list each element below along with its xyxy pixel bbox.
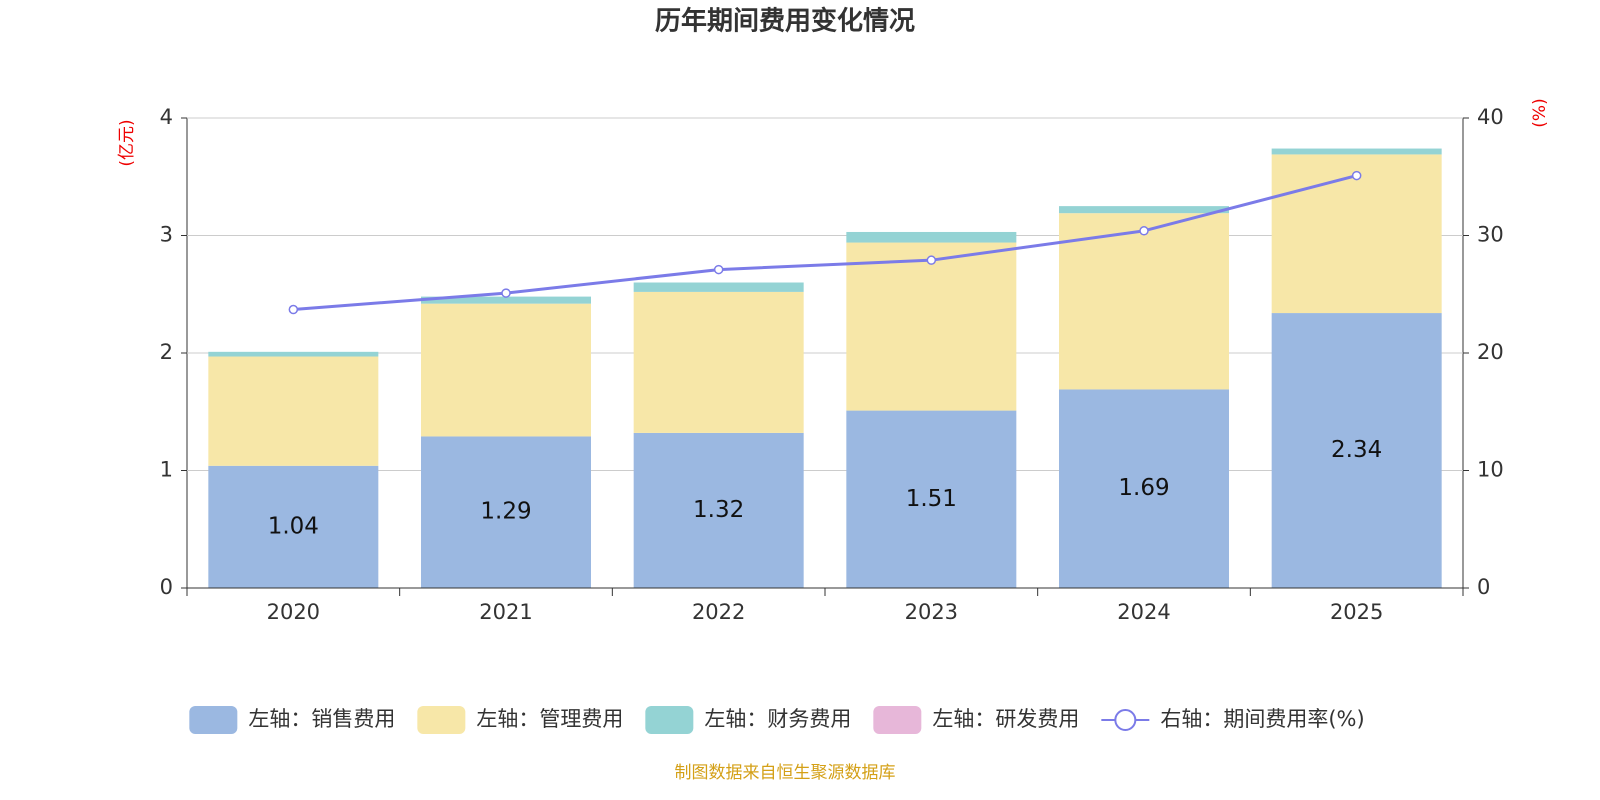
y-tick-label: 0 bbox=[160, 575, 173, 599]
bar-segment bbox=[1059, 389, 1229, 588]
bar-segment bbox=[633, 282, 804, 292]
legend-swatch bbox=[873, 706, 922, 734]
legend: 左轴：销售费用 左轴：管理费用 左轴：财务费用 左轴：研发费用 右轴：期间费用率(%) bbox=[189, 706, 1365, 734]
y-tick-label: 2 bbox=[160, 340, 173, 364]
bar-segment bbox=[208, 465, 379, 588]
y-tick-label: 1 bbox=[160, 458, 173, 482]
bar-segment bbox=[846, 231, 1017, 243]
x-tick-label: 2023 bbox=[905, 600, 958, 624]
line-point bbox=[1351, 170, 1362, 181]
line-point bbox=[926, 255, 937, 265]
bar-segment bbox=[846, 410, 1017, 588]
bar-segment bbox=[421, 303, 591, 437]
bar-segment bbox=[1059, 206, 1229, 214]
y-tick-label: 3 bbox=[160, 223, 173, 247]
line-point bbox=[288, 304, 299, 315]
y2-tick-label: 20 bbox=[1477, 340, 1504, 364]
legend-label: 左轴：财务费用 bbox=[704, 707, 851, 731]
y2-tick-label: 30 bbox=[1477, 223, 1504, 247]
x-tick-label: 2020 bbox=[267, 600, 320, 624]
bar-value-label: 1.51 bbox=[906, 486, 957, 512]
bar-segment bbox=[1271, 154, 1442, 314]
y2-tick-label: 40 bbox=[1477, 105, 1504, 129]
bar-segment bbox=[846, 242, 1017, 411]
line-point bbox=[501, 288, 511, 298]
bar-segment bbox=[1059, 213, 1229, 390]
bar-segment bbox=[421, 296, 591, 304]
legend-swatch bbox=[645, 706, 694, 734]
y2-tick-label: 10 bbox=[1477, 458, 1504, 482]
legend-label: 左轴：研发费用 bbox=[932, 707, 1079, 731]
legend-label: 左轴：销售费用 bbox=[248, 707, 395, 731]
x-tick-label: 2024 bbox=[1117, 600, 1170, 624]
x-tick-label: 2021 bbox=[479, 600, 532, 624]
legend-swatch bbox=[189, 706, 238, 734]
legend-label: 左轴：管理费用 bbox=[476, 707, 623, 731]
legend-swatch bbox=[417, 706, 466, 734]
y-tick-label: 4 bbox=[160, 105, 173, 129]
y2-tick-label: 0 bbox=[1477, 575, 1490, 599]
bar-segment bbox=[208, 356, 379, 466]
bar-value-label: 1.04 bbox=[268, 513, 319, 539]
bar-value-label: 2.34 bbox=[1331, 437, 1382, 463]
y-axis-label: (亿元) bbox=[117, 119, 137, 166]
bar-segment bbox=[1271, 313, 1442, 588]
legend-marker bbox=[1114, 709, 1137, 731]
bar-segment bbox=[1271, 148, 1442, 155]
bar-value-label: 1.69 bbox=[1118, 475, 1169, 501]
line-point bbox=[713, 264, 724, 275]
source-note: 制图数据来自恒生聚源数据库 bbox=[675, 763, 896, 783]
line-series bbox=[293, 174, 1358, 312]
legend-label: 右轴：期间费用率(%) bbox=[1160, 707, 1364, 731]
y2-axis-label: (%) bbox=[1530, 98, 1550, 127]
x-tick-label: 2022 bbox=[692, 600, 745, 624]
bar-segment bbox=[633, 291, 804, 433]
bar-value-label: 1.29 bbox=[480, 499, 531, 525]
bar-segment bbox=[633, 432, 804, 588]
bar-segment bbox=[208, 351, 379, 357]
line-point bbox=[1139, 226, 1149, 236]
bar-segment bbox=[421, 436, 591, 588]
bar-value-label: 1.32 bbox=[693, 497, 744, 523]
chart-title: 历年期间费用变化情况 bbox=[655, 6, 915, 37]
x-tick-label: 2025 bbox=[1330, 600, 1383, 624]
